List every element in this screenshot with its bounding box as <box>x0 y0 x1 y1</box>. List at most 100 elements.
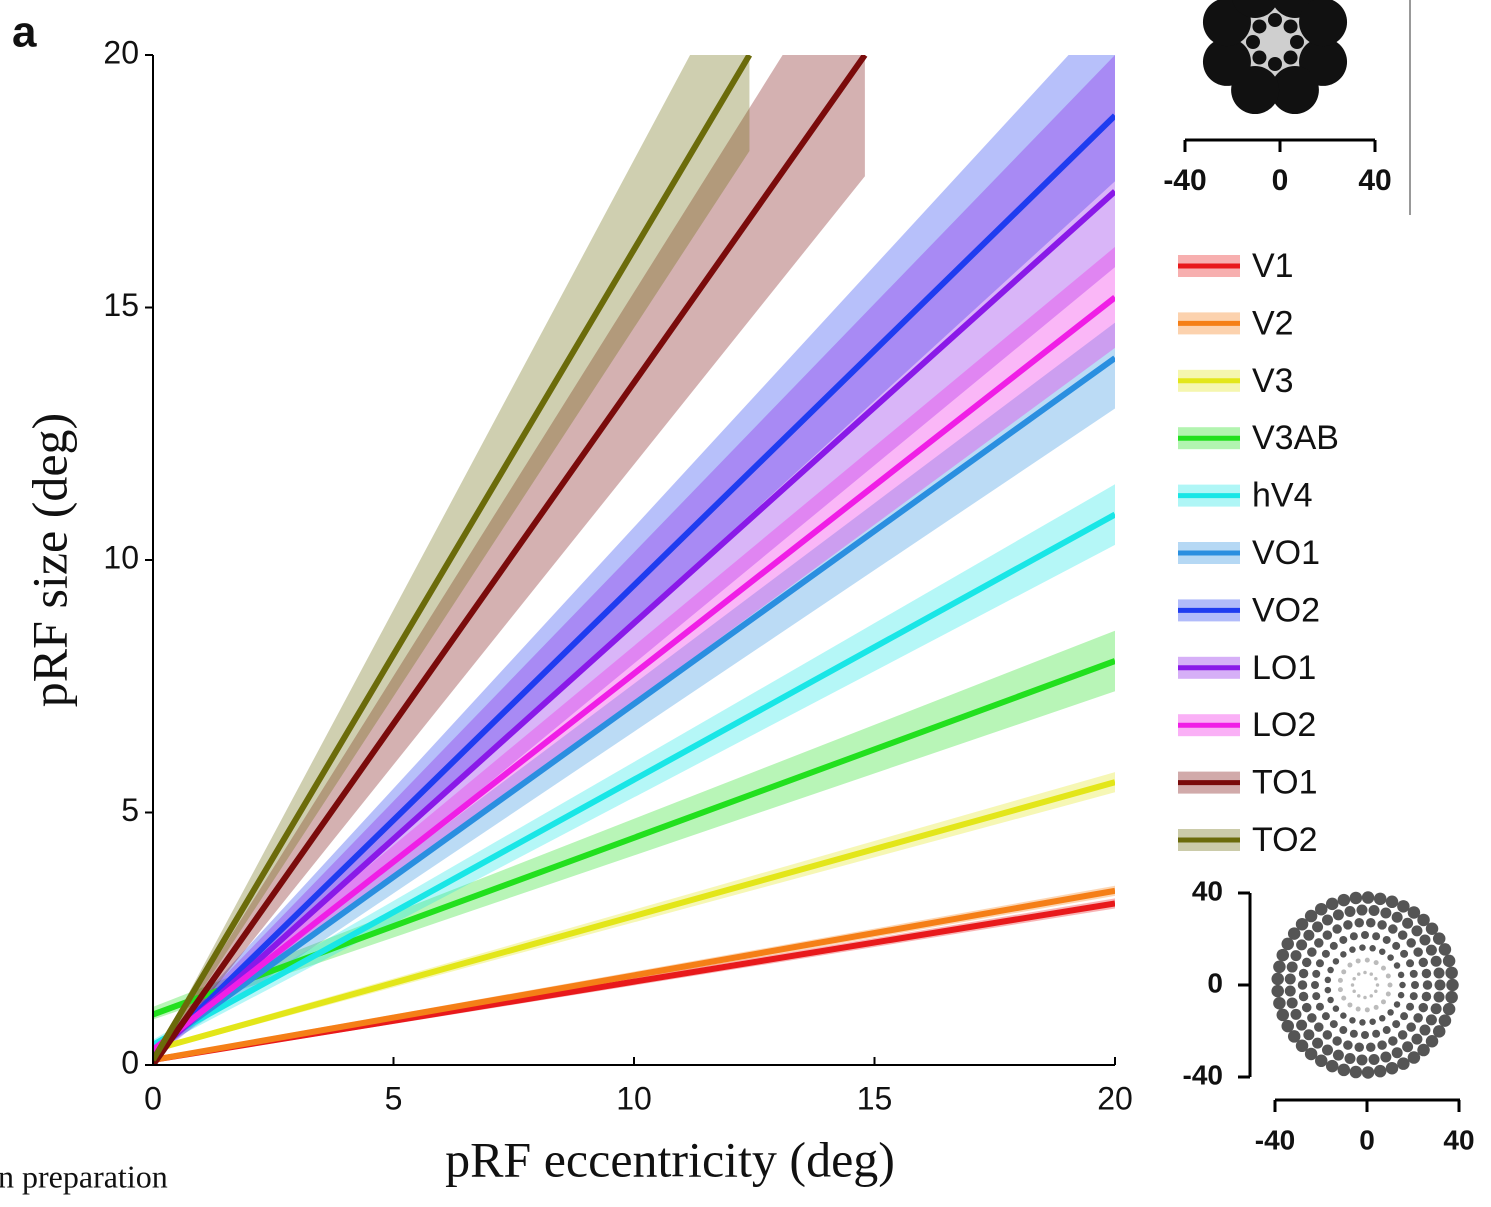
inset-rf <box>1406 1002 1415 1011</box>
inset-rf <box>1411 1033 1423 1045</box>
inset-rf <box>1385 991 1391 997</box>
inset-rf <box>1359 1019 1366 1026</box>
inset-rf <box>1382 1026 1391 1035</box>
inset-rf <box>1276 948 1290 962</box>
inset-rf <box>1283 50 1298 65</box>
inset-rf <box>1296 939 1308 951</box>
inset-rf <box>1402 1041 1414 1053</box>
confidence-band <box>153 55 1115 1060</box>
inset-rf <box>1361 1066 1375 1079</box>
inset-rf <box>1411 981 1419 989</box>
inset-rf <box>1388 1036 1398 1046</box>
series-line <box>153 779 1115 1053</box>
inset-rf <box>1377 1040 1387 1050</box>
inset-rf <box>1252 50 1267 65</box>
inset-rf <box>1361 1031 1369 1039</box>
inset-rf <box>1397 1057 1410 1070</box>
inset-rf <box>1276 1008 1290 1022</box>
inset-rf <box>1380 1051 1392 1063</box>
inset-rf <box>1341 995 1347 1001</box>
inset-rf <box>1332 924 1342 934</box>
inset-rf <box>1337 977 1343 983</box>
y-tick-label: 5 <box>121 792 139 828</box>
inset-rf <box>1375 983 1380 987</box>
series-line <box>153 55 868 1065</box>
inset-rf <box>1421 968 1432 979</box>
inset-rf <box>1321 949 1330 958</box>
inset-rf <box>1387 1009 1394 1016</box>
inset-rf <box>1380 965 1386 971</box>
inset-rf <box>1425 1014 1437 1026</box>
confidence-band <box>153 484 1115 1050</box>
inset-rf <box>1413 1013 1423 1023</box>
inset-rf <box>1363 995 1367 1000</box>
inset-rf <box>1325 897 1339 911</box>
inset-rf <box>1341 969 1347 975</box>
inset-rf <box>1392 1020 1401 1029</box>
inset-rf <box>1303 1029 1315 1041</box>
x-axis-title: pRF eccentricity (deg) <box>445 1131 895 1187</box>
inset-rf <box>1418 957 1429 968</box>
inset-rf <box>1322 1044 1333 1056</box>
inset-rf <box>1297 980 1308 990</box>
inset-rf <box>1432 932 1446 945</box>
inset-rf <box>1231 0 1279 18</box>
inset-rf <box>1271 984 1284 998</box>
inset-rf <box>1337 1063 1351 1077</box>
inset-rf <box>1287 927 1301 940</box>
inset-rf <box>1425 944 1437 956</box>
inset-rf <box>1268 13 1282 27</box>
inset-rf <box>1327 966 1334 974</box>
inset-rf <box>1369 1018 1376 1025</box>
inset-rf <box>1315 959 1324 968</box>
inset-rf <box>1380 999 1386 1005</box>
legend-label: V1 <box>1252 247 1294 285</box>
series-line <box>153 295 1115 1053</box>
inset-rf <box>1399 981 1406 989</box>
inset-rf <box>1343 1040 1353 1050</box>
inset-rf <box>1301 957 1312 968</box>
inset-y-tick-label: 0 <box>1207 967 1223 998</box>
inset-rf <box>1392 941 1401 950</box>
inset-rf <box>1407 1051 1421 1064</box>
inset-rf <box>1417 913 1430 927</box>
inset-rf <box>1354 1042 1364 1052</box>
inset-rf <box>1290 950 1302 962</box>
confidence-band <box>153 630 1115 1020</box>
inset-rf <box>1352 989 1356 993</box>
inset-rf <box>1246 35 1260 49</box>
inset-rf <box>1340 951 1347 958</box>
inset-rf <box>1312 1037 1324 1049</box>
inset-rf <box>1349 932 1358 941</box>
inset-rf <box>1445 966 1458 980</box>
inset-rf <box>1393 962 1401 969</box>
inset-rf <box>1286 997 1298 1009</box>
inset-rf <box>1287 1030 1301 1043</box>
x-tick-label: 5 <box>385 1080 403 1116</box>
confidence-band <box>153 246 1115 1055</box>
inset-rf <box>1363 970 1367 975</box>
inset-rf <box>1406 1022 1416 1032</box>
inset-rf <box>1355 1006 1361 1012</box>
inset-rf <box>1377 920 1387 930</box>
series-line <box>153 113 1115 1058</box>
y-tick-label: 20 <box>103 34 139 70</box>
inset-rf <box>1434 979 1446 991</box>
inset-rf <box>1433 967 1445 979</box>
inset-rf <box>1322 914 1333 926</box>
inset-rf <box>1273 996 1286 1010</box>
inset-rf <box>1417 1043 1430 1057</box>
footnote: n preparation <box>0 1158 168 1194</box>
inset-rf <box>1445 990 1458 1004</box>
inset-rf <box>1438 1014 1452 1027</box>
inset-rf <box>1369 972 1373 976</box>
legend-label: V3AB <box>1252 419 1339 457</box>
inset-top: -40 0 40 <box>1163 0 1392 197</box>
inset-rf <box>1397 930 1408 940</box>
inset-rf <box>1349 1029 1358 1038</box>
inset-rf <box>1366 1042 1376 1052</box>
inset-rf <box>1425 922 1439 936</box>
inset-rf <box>1413 947 1423 957</box>
inset-rf <box>1433 991 1445 1003</box>
